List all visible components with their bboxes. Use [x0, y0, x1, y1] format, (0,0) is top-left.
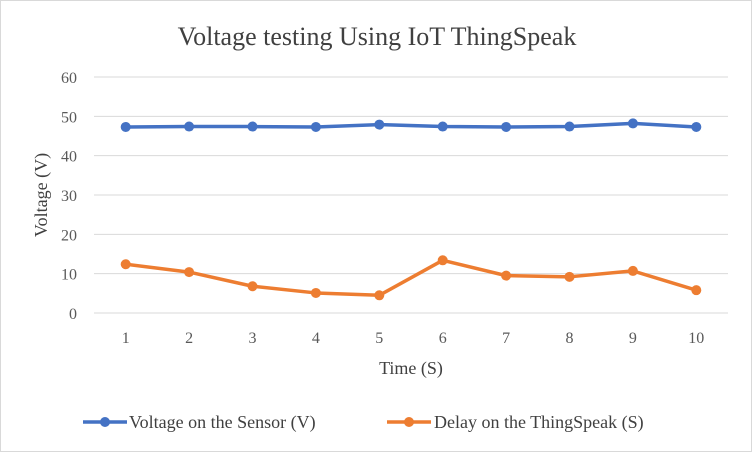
- x-tick-label: 3: [249, 330, 257, 347]
- x-tick-label: 10: [688, 330, 704, 347]
- y-tick-label: 60: [61, 70, 77, 87]
- x-tick-label: 9: [629, 330, 637, 347]
- x-tick-label: 6: [439, 330, 447, 347]
- x-tick-label: 8: [566, 330, 574, 347]
- legend-label-sensor-voltage: Voltage on the Sensor (V): [129, 412, 316, 433]
- legend-item-thingspeak-delay[interactable]: Delay on the ThingSpeak (S): [387, 412, 644, 433]
- data-point[interactable]: [310, 121, 321, 132]
- data-point[interactable]: [184, 267, 195, 278]
- x-tick-label: 5: [375, 330, 383, 347]
- legend-marker-thingspeak-delay: [404, 417, 414, 427]
- y-tick-label: 10: [61, 267, 77, 284]
- legend: Voltage on the Sensor (V) Delay on the T…: [83, 412, 644, 433]
- x-tick-label: 4: [312, 330, 320, 347]
- x-tick-label: 7: [502, 330, 510, 347]
- y-axis-title: Voltage (V): [31, 153, 52, 237]
- y-tick-label: 20: [61, 227, 77, 244]
- y-tick-label: 40: [61, 149, 77, 166]
- data-point[interactable]: [310, 287, 321, 298]
- data-point[interactable]: [247, 281, 258, 292]
- data-point[interactable]: [564, 271, 575, 282]
- y-axis-ticks: 0 10 20 30 40 50 60: [61, 70, 77, 323]
- data-point[interactable]: [374, 290, 385, 301]
- data-point[interactable]: [627, 118, 638, 129]
- legend-item-sensor-voltage[interactable]: Voltage on the Sensor (V): [83, 412, 316, 433]
- data-point[interactable]: [374, 119, 385, 130]
- data-series: [120, 118, 702, 301]
- data-point[interactable]: [437, 255, 448, 266]
- x-tick-label: 1: [122, 330, 130, 347]
- legend-marker-sensor-voltage: [100, 417, 110, 427]
- data-point[interactable]: [691, 121, 702, 132]
- data-point[interactable]: [247, 121, 258, 132]
- data-point[interactable]: [184, 121, 195, 132]
- series-line: [123, 258, 699, 298]
- y-tick-label: 30: [61, 188, 77, 205]
- legend-label-thingspeak-delay: Delay on the ThingSpeak (S): [434, 412, 644, 433]
- series-2: [120, 255, 702, 301]
- data-point[interactable]: [501, 270, 512, 281]
- data-point[interactable]: [120, 121, 131, 132]
- series-line: [123, 121, 699, 129]
- data-point[interactable]: [501, 121, 512, 132]
- data-point[interactable]: [120, 259, 131, 270]
- x-axis-title: Time (S): [379, 358, 443, 379]
- data-point[interactable]: [627, 265, 638, 276]
- x-tick-label: 2: [185, 330, 193, 347]
- y-tick-label: 0: [69, 306, 77, 323]
- series-1: [120, 118, 702, 132]
- data-point[interactable]: [564, 121, 575, 132]
- y-tick-label: 50: [61, 109, 77, 126]
- chart-title: Voltage testing Using IoT ThingSpeak: [178, 22, 577, 51]
- data-point[interactable]: [437, 121, 448, 132]
- data-point[interactable]: [691, 285, 702, 296]
- x-axis-ticks: 1 2 3 4 5 6 7 8 9 10: [122, 330, 705, 347]
